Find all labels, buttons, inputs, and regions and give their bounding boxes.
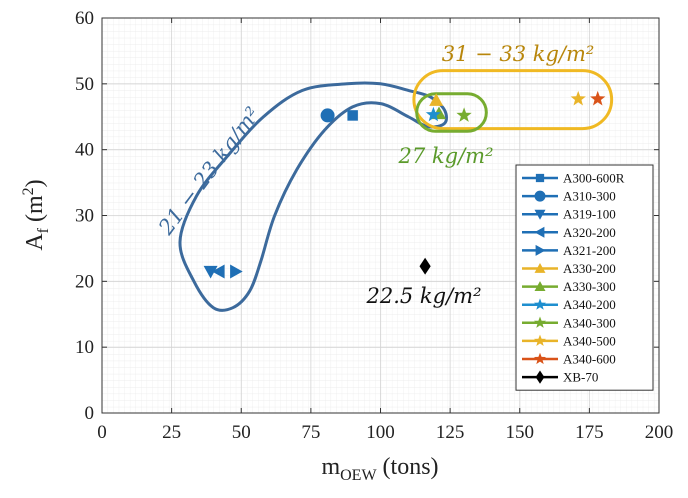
x-tick-label: 100 bbox=[366, 422, 395, 443]
data-points bbox=[203, 90, 606, 279]
legend-marker bbox=[534, 352, 546, 365]
y-axis-title-rest: (m bbox=[22, 195, 48, 228]
x-axis-title-sub: OEW bbox=[340, 467, 377, 484]
x-tick-label: 50 bbox=[232, 422, 251, 443]
x-tick-label: 200 bbox=[645, 422, 674, 443]
legend-label: A330-200 bbox=[563, 261, 616, 276]
legend-marker bbox=[535, 370, 545, 384]
axis-titles: mOEW (tons) Af (m2) bbox=[20, 179, 439, 484]
y-tick-label: 50 bbox=[75, 74, 94, 95]
legend-label: XB-70 bbox=[563, 370, 598, 385]
x-tick-label: 125 bbox=[436, 422, 465, 443]
region-27 bbox=[415, 92, 488, 133]
point-A330-200 bbox=[429, 93, 444, 106]
point-A340-300 bbox=[456, 107, 472, 122]
point-XB-70 bbox=[419, 257, 431, 275]
legend-marker bbox=[534, 263, 546, 273]
legend-marker bbox=[534, 281, 546, 291]
legend-marker bbox=[534, 334, 546, 346]
annotation-label: 31 − 33 kg/m² bbox=[442, 42, 595, 66]
legend-label: A330-300 bbox=[563, 279, 616, 294]
legend-marker bbox=[534, 298, 546, 310]
y-tick-label: 40 bbox=[75, 140, 94, 161]
legend-label: A340-200 bbox=[563, 297, 616, 312]
y-tick-label: 60 bbox=[75, 8, 94, 29]
x-axis-title-main: m bbox=[321, 454, 340, 480]
point-A340-600 bbox=[590, 90, 606, 106]
annotation-label: 27 kg/m² bbox=[398, 144, 494, 168]
legend-box bbox=[515, 164, 654, 391]
legend-marker bbox=[534, 316, 546, 328]
y-tick-label: 0 bbox=[85, 403, 95, 424]
regions bbox=[178, 69, 614, 312]
y-tick-label: 30 bbox=[75, 206, 94, 227]
legend-marker bbox=[535, 173, 545, 183]
y-axis-title-sub: f bbox=[35, 227, 52, 233]
point-A320-200 bbox=[212, 264, 225, 279]
point-A321-200 bbox=[230, 264, 243, 279]
y-axis-title-main: A bbox=[22, 233, 48, 251]
y-axis-title-close: ) bbox=[22, 179, 48, 187]
y-axis-title: Af (m2) bbox=[20, 179, 52, 250]
legend-label: A319-100 bbox=[563, 207, 616, 222]
x-axis-title-rest: (tons) bbox=[377, 454, 439, 480]
legend-marker bbox=[535, 244, 546, 256]
legend-label: A321-200 bbox=[563, 243, 616, 258]
legend-label: A310-300 bbox=[563, 189, 616, 204]
annotation-label: 22.5 kg/m² bbox=[365, 284, 481, 308]
x-tick-label: 175 bbox=[575, 422, 604, 443]
x-tick-label: 75 bbox=[301, 422, 320, 443]
legend-marker bbox=[534, 190, 546, 202]
point-A340-200 bbox=[425, 106, 442, 122]
x-tick-label: 25 bbox=[162, 422, 181, 443]
x-tick-label: 0 bbox=[97, 422, 107, 443]
x-axis-title: mOEW (tons) bbox=[321, 454, 438, 484]
legend-label: A340-600 bbox=[563, 352, 616, 367]
point-A319-100 bbox=[203, 265, 218, 279]
x-tick-label: 150 bbox=[506, 422, 535, 443]
point-A340-500 bbox=[570, 90, 586, 106]
axes bbox=[101, 17, 660, 414]
y-tick-label: 20 bbox=[75, 271, 94, 292]
region-31-33 bbox=[412, 69, 614, 131]
legend-label: A340-500 bbox=[563, 333, 616, 348]
legend-label: A300-600R bbox=[563, 171, 625, 186]
legend-label: A320-200 bbox=[563, 225, 616, 240]
tick-labels: 0 25 50 75 100 125 150 175 200 0 10 20 30 40 50 60 bbox=[75, 8, 673, 443]
legend-marker bbox=[534, 209, 546, 220]
legend: A300-600R A310-300 A319-100 A320-200 A321-20… bbox=[515, 164, 654, 391]
region-21-23 bbox=[178, 81, 448, 312]
legend-marker bbox=[534, 226, 545, 238]
y-axis-title-sup: 2 bbox=[20, 187, 37, 195]
point-A310-300 bbox=[320, 108, 335, 123]
legend-label: A340-300 bbox=[563, 315, 616, 330]
point-A300-600R bbox=[347, 110, 358, 121]
y-tick-label: 10 bbox=[75, 337, 94, 358]
